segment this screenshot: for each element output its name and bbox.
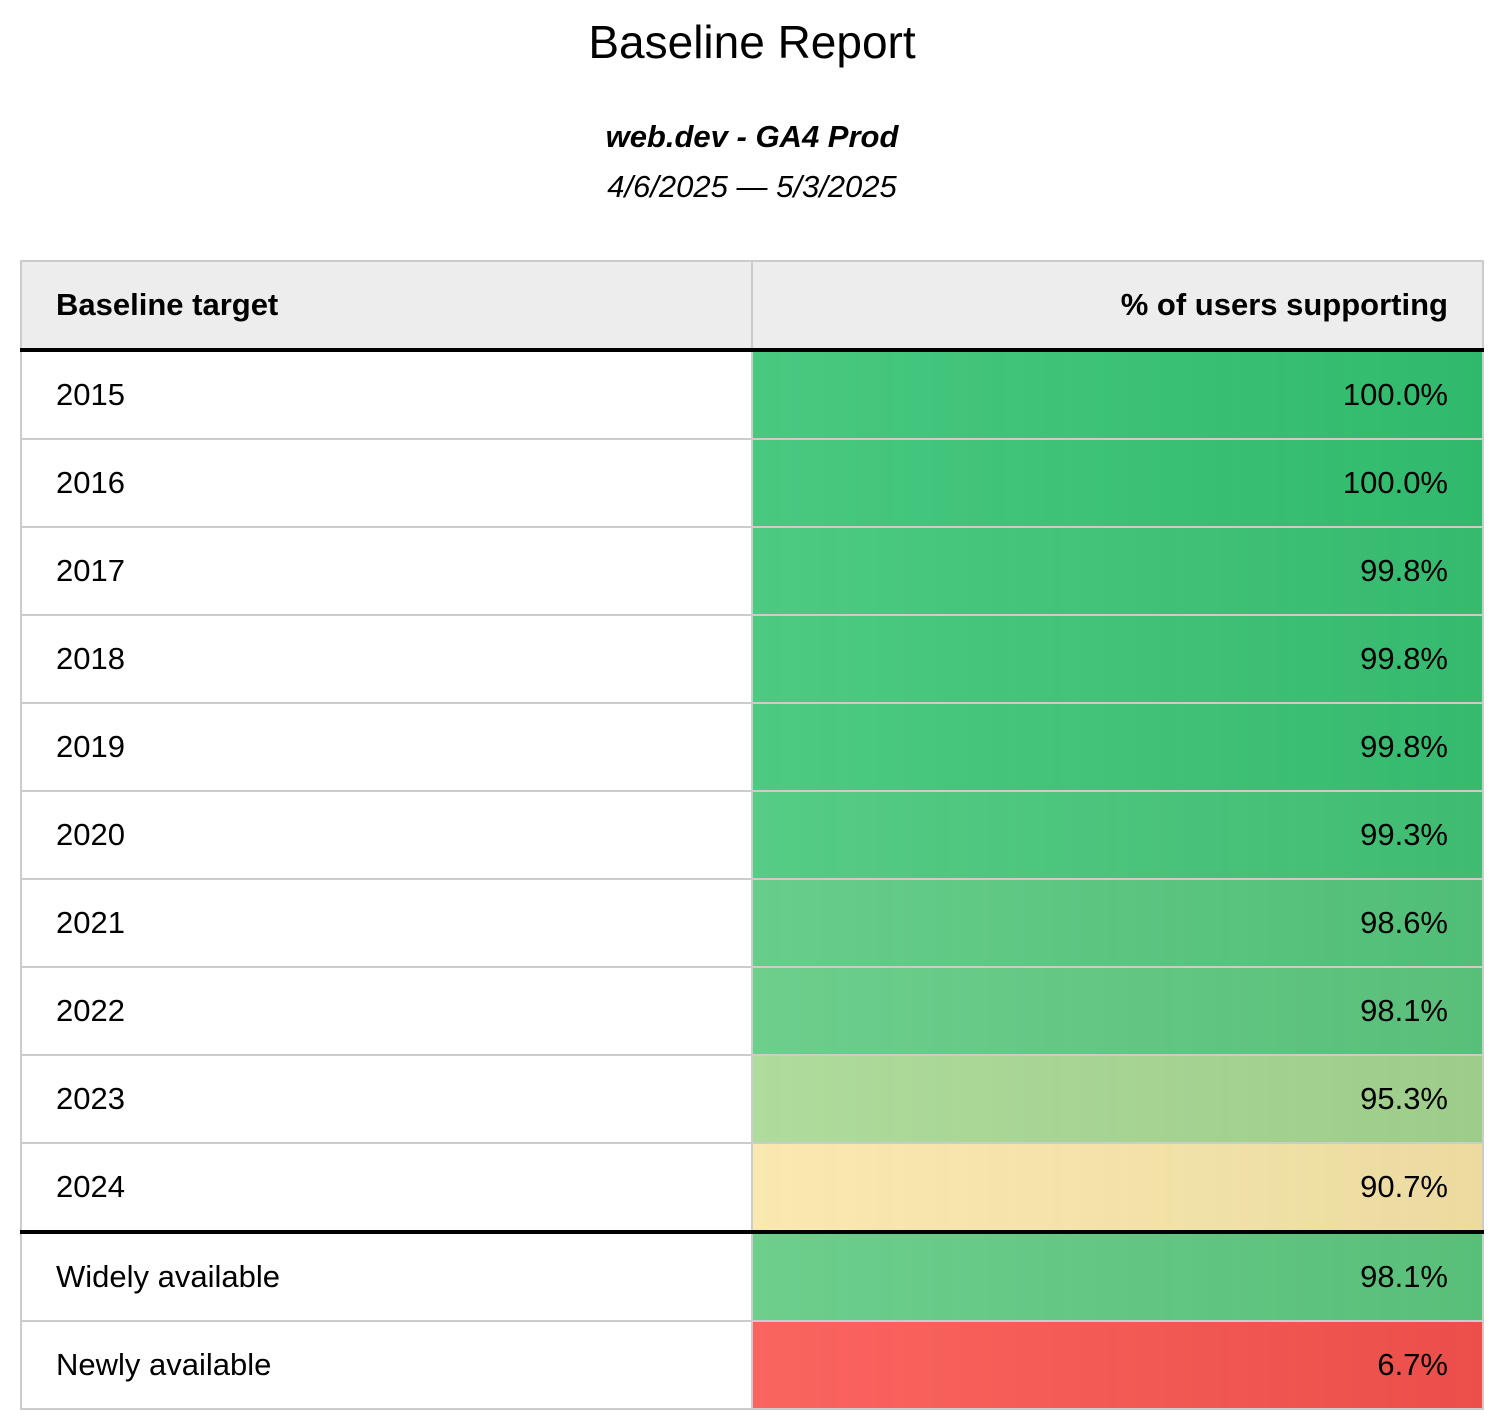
target-cell: 2022 xyxy=(20,966,753,1057)
target-cell: 2018 xyxy=(20,614,753,705)
table-header-row: Baseline target % of users supporting xyxy=(20,260,1484,353)
table-row-2018: 2018 99.8% xyxy=(20,614,1484,705)
table-row-2017: 2017 99.8% xyxy=(20,526,1484,617)
baseline-table: Baseline target % of users supporting 20… xyxy=(20,260,1484,1411)
column-header-percent-users-supporting: % of users supporting xyxy=(751,260,1484,353)
table-row-2022: 2022 98.1% xyxy=(20,966,1484,1057)
target-cell: 2024 xyxy=(20,1142,753,1235)
pct-cell: 95.3% xyxy=(751,1054,1484,1145)
target-cell: 2020 xyxy=(20,790,753,881)
table-row-2015: 2015 100.0% xyxy=(20,349,1484,441)
table-body: 2015 100.0% 2016 100.0% 2017 99.8% 2018 99.8% 20… xyxy=(20,349,1484,1411)
target-cell: Widely available xyxy=(20,1231,753,1323)
target-cell: 2021 xyxy=(20,878,753,969)
pct-cell: 99.8% xyxy=(751,614,1484,705)
target-cell: 2023 xyxy=(20,1054,753,1145)
table-row-2024: 2024 90.7% xyxy=(20,1142,1484,1235)
table-row-2020: 2020 99.3% xyxy=(20,790,1484,881)
column-header-baseline-target: Baseline target xyxy=(20,260,753,353)
target-cell: 2019 xyxy=(20,702,753,793)
target-cell: 2015 xyxy=(20,349,753,441)
table-row-widely-available: Widely available 98.1% xyxy=(20,1231,1484,1323)
table-row-2016: 2016 100.0% xyxy=(20,438,1484,529)
target-cell: 2017 xyxy=(20,526,753,617)
pct-cell: 6.7% xyxy=(751,1320,1484,1411)
pct-cell: 98.1% xyxy=(751,966,1484,1057)
pct-cell: 90.7% xyxy=(751,1142,1484,1235)
table-head: Baseline target % of users supporting xyxy=(20,260,1484,353)
target-cell: Newly available xyxy=(20,1320,753,1411)
pct-cell: 100.0% xyxy=(751,438,1484,529)
target-cell: 2016 xyxy=(20,438,753,529)
pct-cell: 98.6% xyxy=(751,878,1484,969)
pct-cell: 98.1% xyxy=(751,1231,1484,1323)
table-row-newly-available: Newly available 6.7% xyxy=(20,1320,1484,1411)
report-property-name: web.dev - GA4 Prod xyxy=(605,118,899,154)
page-title: Baseline Report xyxy=(588,16,916,68)
pct-cell: 99.3% xyxy=(751,790,1484,881)
table-row-2021: 2021 98.6% xyxy=(20,878,1484,969)
table-row-2023: 2023 95.3% xyxy=(20,1054,1484,1145)
report-date-range: 4/6/2025 — 5/3/2025 xyxy=(607,168,897,204)
pct-cell: 99.8% xyxy=(751,702,1484,793)
table-row-2019: 2019 99.8% xyxy=(20,702,1484,793)
pct-cell: 99.8% xyxy=(751,526,1484,617)
pct-cell: 100.0% xyxy=(751,349,1484,441)
